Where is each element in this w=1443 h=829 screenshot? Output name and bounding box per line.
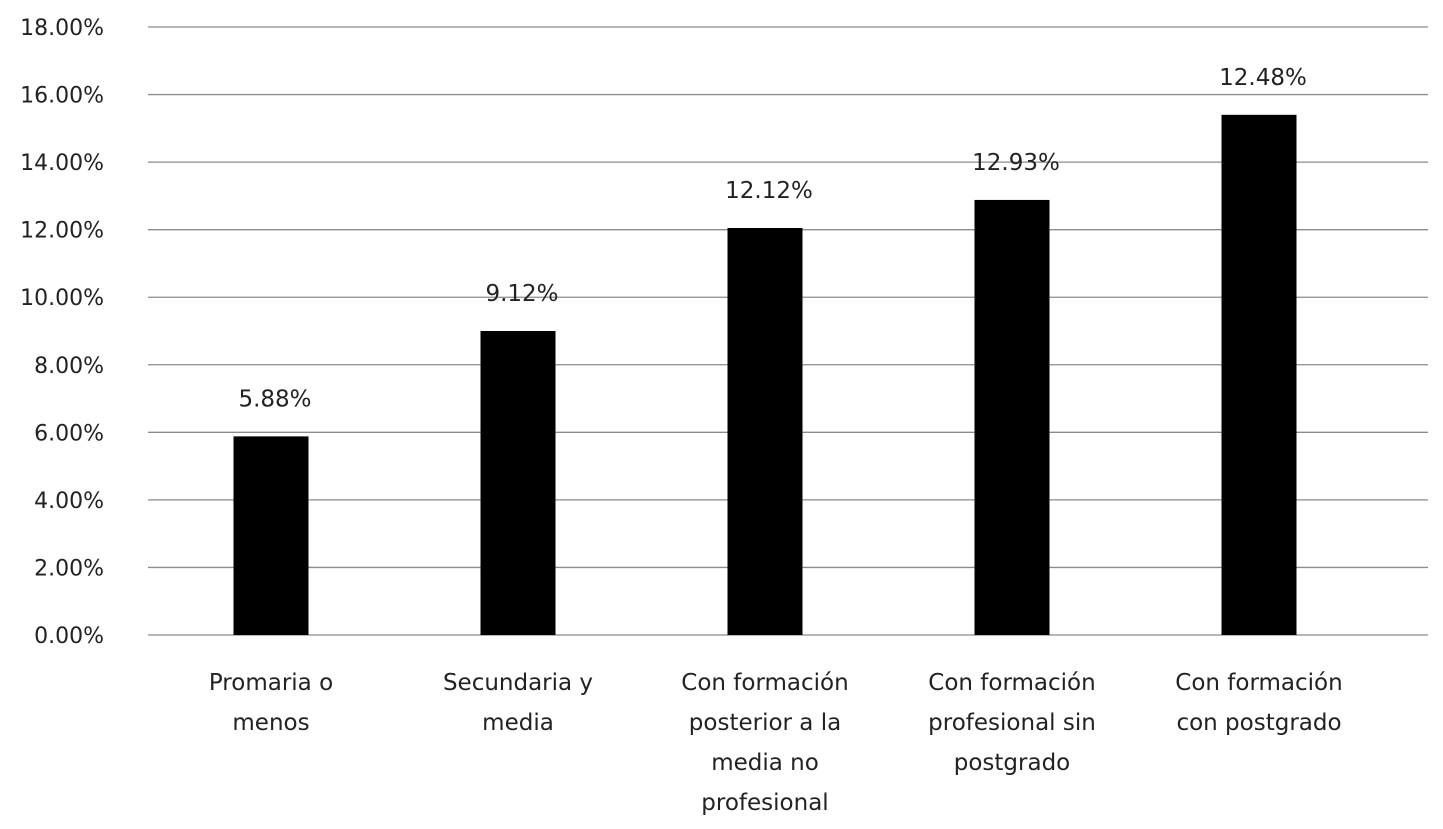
data-label: 12.48% — [1219, 65, 1307, 91]
category-label: menos — [232, 710, 309, 736]
y-tick-label: 0.00% — [34, 624, 104, 649]
data-label: 5.88% — [238, 386, 311, 412]
category-label: Con formación — [681, 670, 848, 696]
category-label: profesional — [701, 790, 828, 816]
y-tick-label: 2.00% — [34, 556, 104, 581]
bar — [727, 227, 803, 635]
y-tick-label: 16.00% — [20, 84, 104, 109]
category-label: Promaria o — [209, 670, 333, 696]
bar — [233, 436, 309, 635]
y-tick-label: 12.00% — [20, 219, 104, 244]
y-tick-label: 6.00% — [34, 421, 104, 446]
y-tick-label: 4.00% — [34, 489, 104, 514]
bar — [1221, 114, 1297, 636]
data-label: 12.12% — [725, 178, 813, 204]
bar — [480, 331, 556, 635]
data-label: 9.12% — [485, 281, 558, 307]
category-label: con postgrado — [1176, 710, 1341, 736]
category-label: posterior a la — [689, 710, 841, 736]
category-label: media — [482, 710, 554, 736]
bar — [974, 199, 1050, 636]
category-label: profesional sin — [928, 710, 1096, 736]
category-label: media no — [711, 750, 819, 776]
y-tick-label: 8.00% — [34, 354, 104, 379]
y-tick-label: 18.00% — [20, 16, 104, 41]
category-label: Con formación — [928, 670, 1095, 696]
category-label: postgrado — [954, 750, 1071, 776]
category-label: Secundaria y — [443, 670, 593, 696]
y-tick-label: 14.00% — [20, 151, 104, 176]
y-tick-label: 10.00% — [20, 286, 104, 311]
data-label: 12.93% — [972, 150, 1060, 176]
category-label: Con formación — [1175, 670, 1342, 696]
